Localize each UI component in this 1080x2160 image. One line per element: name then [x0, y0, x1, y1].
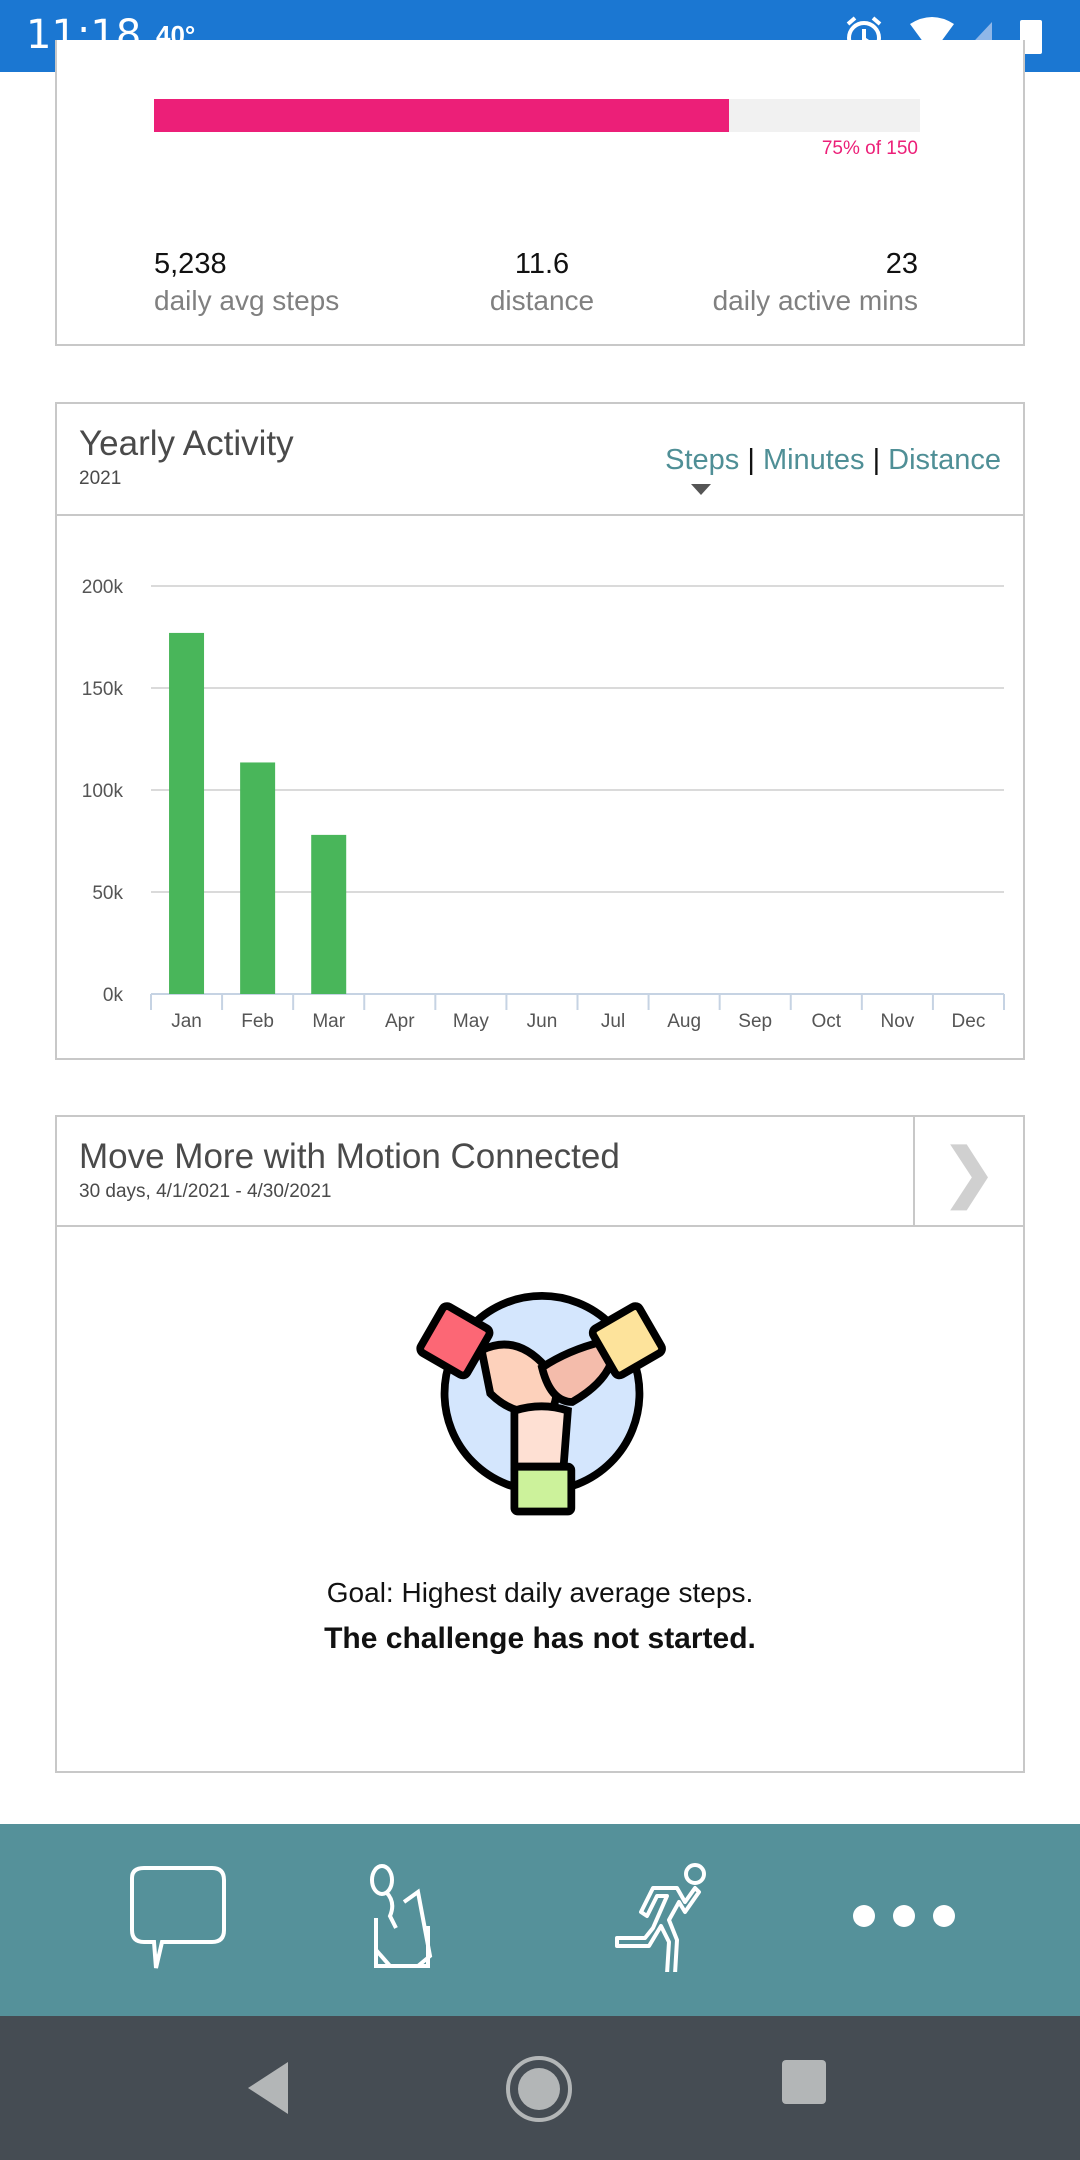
stat-active-mins: 23 daily active mins [713, 248, 918, 317]
separator: | [872, 444, 881, 476]
card-header: Yearly Activity 2021 Steps | Minutes | D… [57, 404, 1023, 516]
battery-icon [1020, 20, 1042, 54]
challenge-goal: Goal: Highest daily average steps. [326, 1577, 754, 1608]
more-icon[interactable] [848, 1862, 958, 1972]
goal-progress-fill [154, 99, 729, 132]
wifi-icon [910, 17, 954, 54]
x-tick-label: May [453, 1011, 489, 1032]
home-icon[interactable] [504, 2054, 574, 2124]
x-tick-label: Jan [171, 1011, 202, 1032]
stat-label: distance [489, 285, 595, 316]
stat-distance: 11.6 distance [437, 248, 647, 317]
stat-value: 11.6 [514, 248, 570, 280]
y-tick-label: 50k [92, 883, 123, 904]
yearly-activity-card: Yearly Activity 2021 Steps | Minutes | D… [55, 402, 1025, 1060]
challenge-status: The challenge has not started. [324, 1622, 756, 1655]
card-title: Yearly Activity [79, 424, 294, 463]
y-tick-label: 0k [103, 985, 124, 1006]
android-navigation-bar [0, 2016, 1080, 2160]
y-tick-label: 100k [82, 781, 124, 802]
x-tick-label: Jul [601, 1011, 625, 1032]
stat-value: 23 [885, 248, 918, 280]
metric-tabs: Steps | Minutes | Distance [665, 444, 1001, 477]
x-tick-label: Dec [952, 1011, 986, 1032]
stat-label: daily active mins [712, 285, 918, 316]
tab-minutes[interactable]: Minutes [762, 444, 865, 476]
bottom-navigation [0, 1824, 1080, 2016]
y-tick-label: 150k [82, 679, 124, 700]
bar-feb [240, 762, 276, 994]
challenge-card[interactable]: Move More with Motion Connected 30 days,… [55, 1115, 1025, 1773]
x-tick-label: Nov [880, 1011, 914, 1032]
notes-icon[interactable] [360, 1862, 470, 1972]
x-tick-label: Aug [667, 1011, 701, 1032]
goal-progress-bar [154, 99, 920, 132]
year-label: 2021 [79, 468, 122, 489]
chat-icon[interactable] [120, 1862, 230, 1972]
back-icon[interactable] [240, 2056, 300, 2120]
summary-card: 75% of 150 5,238 daily avg steps 11.6 di… [55, 40, 1025, 346]
teamwork-hands-icon [416, 1292, 666, 1516]
y-tick-label: 200k [82, 577, 124, 598]
stat-value: 5,238 [154, 248, 227, 280]
tab-distance[interactable]: Distance [888, 444, 1001, 476]
running-icon[interactable] [605, 1862, 715, 1972]
yearly-bar-chart: 0k 50k 100k 150k 200k Jan Feb Mar Apr May Jun Jul Au… [82, 577, 1005, 1032]
stat-steps: 5,238 daily avg steps [154, 248, 339, 317]
progress-label: 75% of 150 [821, 138, 918, 159]
selected-tab-caret-icon [691, 484, 711, 495]
recents-icon[interactable] [780, 2058, 830, 2108]
x-tick-label: Oct [812, 1011, 842, 1032]
x-tick-label: Sep [738, 1011, 772, 1032]
x-tick-label: Mar [312, 1011, 345, 1032]
tab-steps[interactable]: Steps [665, 444, 740, 476]
stat-label: daily avg steps [154, 285, 340, 316]
x-tick-label: Feb [241, 1011, 274, 1032]
challenge-title: Move More with Motion Connected [79, 1137, 620, 1176]
x-tick-label: Apr [385, 1011, 415, 1032]
separator: | [747, 444, 755, 476]
x-tick-label: Jun [527, 1011, 558, 1032]
chevron-right-icon[interactable]: ❯ [913, 1117, 1023, 1227]
bar-mar [311, 834, 347, 994]
bar-jan [169, 632, 205, 994]
card-header: Move More with Motion Connected 30 days,… [57, 1117, 1023, 1227]
challenge-dates: 30 days, 4/1/2021 - 4/30/2021 [79, 1181, 332, 1202]
